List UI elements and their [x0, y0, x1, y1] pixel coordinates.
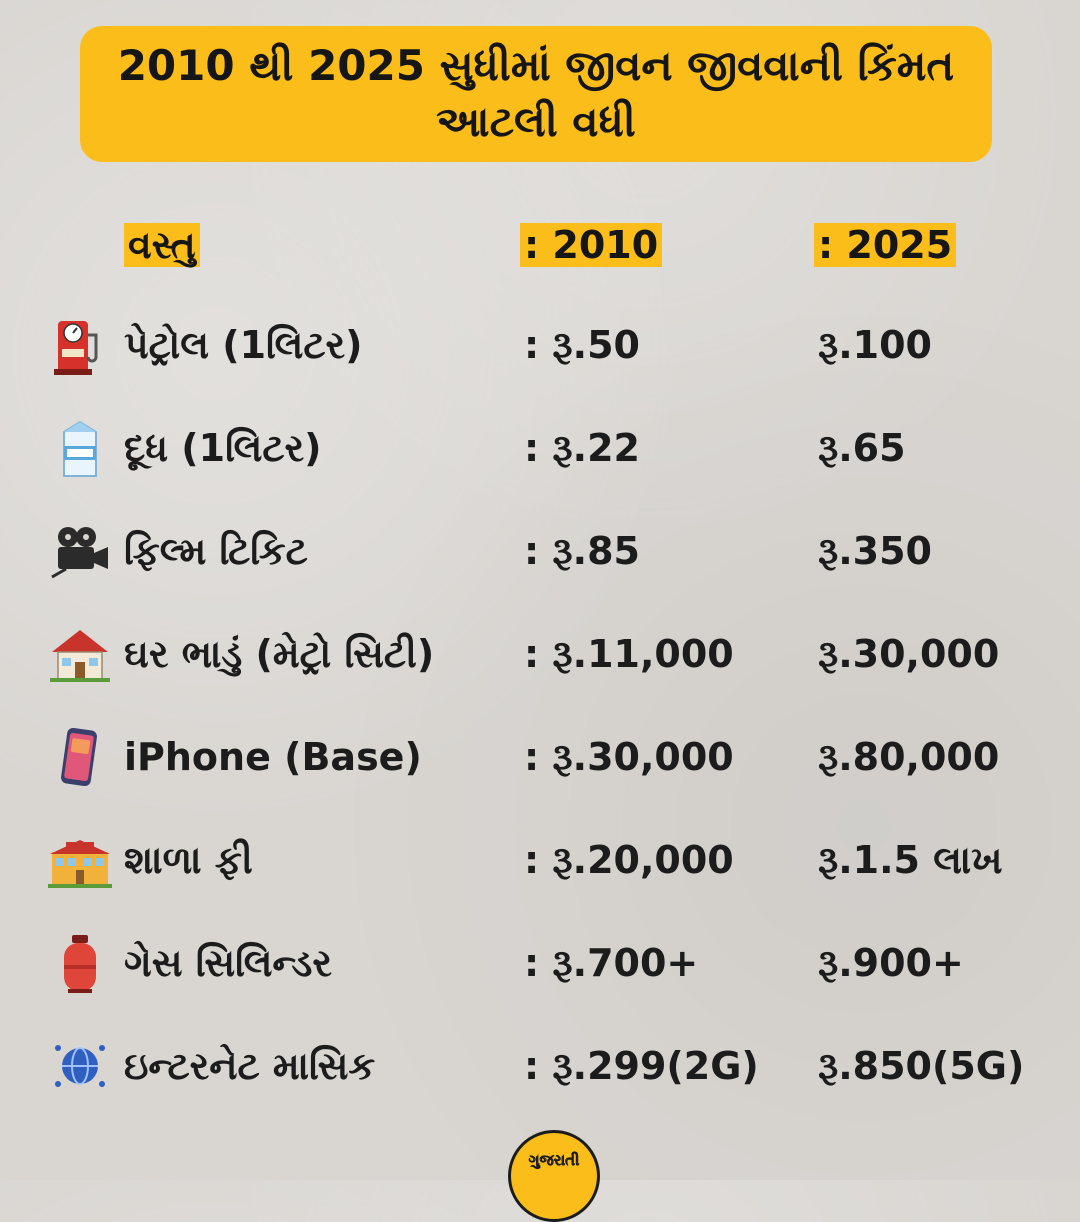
price-row-iphone: iPhone (Base) : રૂ.30,000 રૂ.80,000 [0, 717, 1080, 797]
house-icon [48, 622, 112, 686]
item-label: દૂધ (1લિટર) [124, 426, 322, 470]
item-label: ઇન્ટરનેટ માસિક [124, 1044, 376, 1088]
price-2010: : રૂ.30,000 [524, 735, 734, 779]
item-label: શાળા ફી [124, 838, 253, 882]
globe-network-icon [48, 1034, 112, 1098]
price-2025: રૂ.80,000 [818, 735, 1000, 779]
price-2025: રૂ.1.5 લાખ [818, 838, 1003, 882]
price-2025: રૂ.350 [818, 529, 932, 573]
header-2010: : 2010 [520, 220, 663, 270]
item-label: ગેસ સિલિન્ડર [124, 941, 332, 985]
price-2010: : રૂ.299(2G) [524, 1044, 759, 1088]
title-line-2: આટલી વધી [436, 97, 636, 146]
price-row-petrol: પેટ્રોલ (1લિટર) : રૂ.50 રૂ.100 [0, 305, 1080, 385]
price-row-internet: ઇન્ટરનેટ માસિક : રૂ.299(2G) રૂ.850(5G) [0, 1026, 1080, 1106]
price-row-school-fee: શાળા ફી : રૂ.20,000 રૂ.1.5 લાખ [0, 820, 1080, 900]
title-banner: 2010 થી 2025 સુધીમાં જીવન જીવવાની કિંમત … [80, 26, 992, 162]
price-row-milk: દૂધ (1લિટર) : રૂ.22 રૂ.65 [0, 408, 1080, 488]
title-line-1: 2010 થી 2025 સુધીમાં જીવન જીવવાની કિંમત [117, 41, 955, 90]
price-2025: રૂ.65 [818, 426, 906, 470]
item-label: iPhone (Base) [124, 735, 422, 779]
price-2025: રૂ.900+ [818, 941, 964, 985]
price-row-house-rent: ઘર ભાડું (મેટ્રો સિટી) : રૂ.11,000 રૂ.30… [0, 614, 1080, 694]
milk-carton-icon [48, 416, 112, 480]
price-2010: : રૂ.700+ [524, 941, 699, 985]
header-2025: : 2025 [814, 220, 957, 270]
movie-camera-icon [48, 519, 112, 583]
price-2025: રૂ.850(5G) [818, 1044, 1025, 1088]
price-2010: : રૂ.11,000 [524, 632, 734, 676]
price-2025: રૂ.30,000 [818, 632, 1000, 676]
mobile-phone-icon [48, 725, 112, 789]
price-row-film-ticket: ફિલ્મ ટિકિટ : રૂ.85 રૂ.350 [0, 511, 1080, 591]
price-2025: રૂ.100 [818, 323, 932, 367]
price-2010: : રૂ.50 [524, 323, 640, 367]
item-label: ફિલ્મ ટિકિટ [124, 529, 308, 573]
price-2010: : રૂ.85 [524, 529, 640, 573]
brand-logo: ગુજરાતી [508, 1130, 600, 1222]
price-row-gas-cylinder: ગેસ સિલિન્ડર : રૂ.700+ રૂ.900+ [0, 923, 1080, 1003]
header-item: વસ્તુ [124, 220, 200, 270]
item-label: ઘર ભાડું (મેટ્રો સિટી) [124, 632, 435, 676]
price-2010: : રૂ.20,000 [524, 838, 734, 882]
school-icon [48, 828, 112, 892]
item-label: પેટ્રોલ (1લિટર) [124, 323, 363, 367]
fuel-pump-icon [48, 313, 112, 377]
gas-cylinder-icon [48, 931, 112, 995]
price-2010: : રૂ.22 [524, 426, 640, 470]
